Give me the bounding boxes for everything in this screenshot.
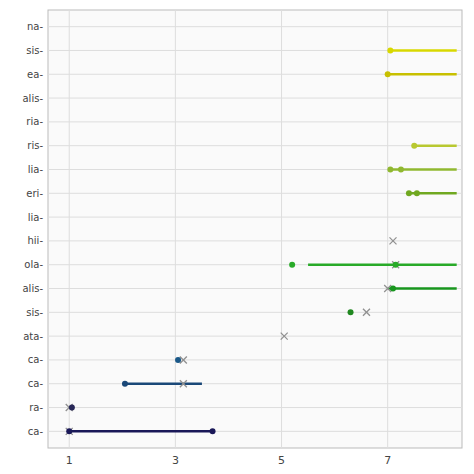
y-grid-line [48, 431, 462, 432]
y-tick-label: sis- [26, 307, 43, 318]
x-tick-label: 3 [172, 454, 179, 467]
dot-marker [66, 428, 72, 434]
dot-marker [406, 190, 412, 196]
chart: 1 3 5 7 na-sis-ea-alis-ria-ris-lia-eri-lia-h… [0, 0, 474, 474]
dot-marker [210, 428, 216, 434]
cross-stroke [363, 309, 370, 316]
x-tick-label: 1 [66, 454, 73, 467]
y-tick-label: ca- [28, 378, 44, 389]
cross-marker [281, 333, 288, 340]
y-tick-label: alis- [22, 283, 43, 294]
y-grid-line [48, 98, 462, 99]
cross-stroke [390, 237, 397, 244]
x-tick-label: 7 [384, 454, 391, 467]
range-line [414, 144, 456, 147]
dot-marker [414, 190, 420, 196]
cross-marker [392, 261, 399, 268]
y-tick-label: ca- [28, 354, 44, 365]
range-line [308, 263, 457, 266]
cross-stroke [281, 333, 288, 340]
range-line [69, 430, 212, 433]
y-grid-line [48, 264, 462, 265]
y-grid-line [48, 336, 462, 337]
y-grid-line [48, 359, 462, 360]
cross-stroke [363, 309, 370, 316]
dot-marker [348, 309, 354, 315]
cross-stroke [390, 237, 397, 244]
dot-marker [390, 286, 396, 292]
y-grid-line [48, 74, 462, 75]
cross-stroke [66, 428, 73, 435]
range-line [388, 287, 457, 290]
y-tick-label: sis- [26, 45, 43, 56]
x-grid-line [175, 10, 176, 448]
y-tick-label: ata- [23, 331, 43, 342]
x-grid-line [69, 10, 70, 448]
dot-marker [385, 71, 391, 77]
y-grid-line [48, 240, 462, 241]
y-tick-label: hii- [27, 235, 43, 246]
y-grid-line [48, 50, 462, 51]
plot-frame [48, 10, 462, 448]
y-tick-label: lia- [28, 212, 44, 223]
cross-stroke [281, 333, 288, 340]
y-grid-line [48, 383, 462, 384]
cross-marker [390, 237, 397, 244]
dot-marker [387, 47, 393, 53]
y-grid-line [48, 145, 462, 146]
cross-stroke [180, 380, 187, 387]
y-tick-label: ria- [26, 116, 43, 127]
dot-marker [387, 166, 393, 172]
cross-stroke [392, 261, 399, 268]
marks [66, 47, 457, 434]
y-tick-label: na- [27, 21, 43, 32]
dot-marker [393, 262, 399, 268]
y-tick-label: ra- [29, 402, 43, 413]
y-grid-line [48, 217, 462, 218]
dot-marker [122, 381, 128, 387]
dot-marker [289, 262, 295, 268]
y-grid-line [48, 312, 462, 313]
y-grid-line [48, 193, 462, 194]
cross-marker [363, 309, 370, 316]
dot-marker [411, 143, 417, 149]
y-tick-label: eri- [26, 188, 43, 199]
y-tick-label: ris- [27, 140, 43, 151]
y-grid-line [48, 121, 462, 122]
cross-stroke [392, 261, 399, 268]
y-grid-line [48, 407, 462, 408]
y-tick-label: ola- [24, 259, 43, 270]
cross-marker [66, 428, 73, 435]
dot-marker [398, 166, 404, 172]
x-grid-line [281, 10, 282, 448]
range-line [390, 49, 456, 52]
cross-stroke [180, 380, 187, 387]
y-tick-label: ea- [27, 69, 43, 80]
y-grid-line [48, 26, 462, 27]
y-tick-label: ca- [28, 426, 44, 437]
range-line [388, 73, 457, 76]
y-tick-label: lia- [28, 164, 44, 175]
y-tick-label: alis- [22, 93, 43, 104]
y-grid-line [48, 288, 462, 289]
cross-marker [180, 380, 187, 387]
dot-marker [69, 405, 75, 411]
axes: 1 3 5 7 na-sis-ea-alis-ria-ris-lia-eri-lia-h… [22, 10, 462, 467]
cross-stroke [66, 428, 73, 435]
x-tick-label: 5 [278, 454, 285, 467]
range-line [125, 382, 202, 385]
dot-marker [175, 357, 181, 363]
